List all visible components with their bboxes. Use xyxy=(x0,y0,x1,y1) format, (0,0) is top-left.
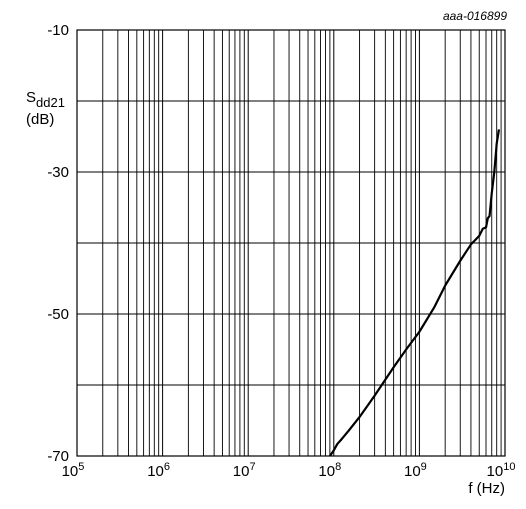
x-tick-labels: 105 106 107 108 109 1010 xyxy=(62,461,516,480)
y-axis-label-subscript: dd21 xyxy=(36,95,65,110)
y-axis-unit: (dB) xyxy=(26,111,54,128)
plot-frame xyxy=(76,29,506,457)
y-tick-label: -30 xyxy=(47,164,69,181)
y-tick-labels: -10 -30 -50 -70 xyxy=(47,22,69,465)
x-tick-label: 107 xyxy=(233,461,256,480)
x-tick-label: 109 xyxy=(404,461,427,480)
grid xyxy=(77,30,505,456)
y-tick-label: -10 xyxy=(47,22,69,39)
series-line xyxy=(328,129,501,457)
y-tick-label: -50 xyxy=(47,306,69,323)
y-tick-label: -70 xyxy=(47,448,69,465)
figure-reference-label: aaa-016899 xyxy=(443,9,507,23)
y-axis-label-main: S xyxy=(26,89,36,106)
x-tick-label: 106 xyxy=(147,461,170,480)
x-tick-label: 1010 xyxy=(487,461,516,480)
x-tick-label: 105 xyxy=(62,461,85,480)
data-series xyxy=(328,129,501,457)
x-axis-label: f (Hz) xyxy=(468,480,505,497)
x-tick-label: 108 xyxy=(318,461,341,480)
y-axis-label: Sdd21 xyxy=(26,89,65,110)
